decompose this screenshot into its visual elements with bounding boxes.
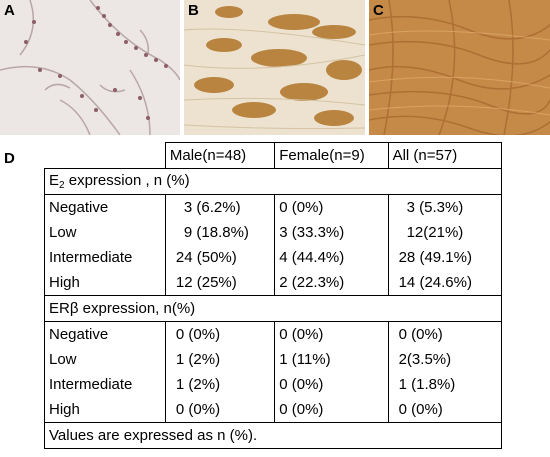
female-value: 3 (33.3%) [274, 220, 389, 245]
panel-a-image [0, 0, 180, 135]
all-value: 2(3.5%) [387, 347, 503, 372]
row-label: Intermediate [44, 372, 166, 397]
table-row: Intermediate 1 (2%) 0 (0%) 1 (1.8%) [44, 372, 503, 397]
male-value: 1 (2%) [164, 347, 276, 372]
header-all: All (n=57) [387, 142, 503, 169]
section-title-row: E2 expression , n (%) [44, 168, 502, 195]
all-value: 3 (5.3%) [387, 194, 503, 220]
table-footnote: Values are expressed as n (%). [44, 422, 502, 449]
male-value: 0 (0%) [164, 397, 276, 423]
panel-d-label: D [4, 150, 15, 167]
histology-panel-b: B [184, 0, 365, 135]
male-value: 24 (50%) [164, 245, 276, 270]
section-title-row: ERβ expression, n(%) [44, 295, 502, 322]
header-female: Female(n=9) [274, 142, 389, 169]
table-row: High 12 (25%) 2 (22.3%) 14 (24.6%) [44, 270, 503, 296]
table-row: Negative 3 (6.2%) 0 (0%) 3 (5.3%) [44, 194, 503, 220]
footnote-row: Values are expressed as n (%). [44, 422, 502, 449]
table-row: Intermediate 24 (50%) 4 (44.4%) 28 (49.1… [44, 245, 503, 270]
female-value: 0 (0%) [274, 397, 389, 423]
table-header-row: Male(n=48) Female(n=9) All (n=57) [44, 142, 503, 169]
table-row: High 0 (0%) 0 (0%) 0 (0%) [44, 397, 503, 423]
panel-a-label: A [4, 2, 15, 19]
row-label: Negative [44, 321, 166, 347]
panel-b-label: B [188, 2, 199, 19]
all-value: 12(21%) [387, 220, 503, 245]
female-value: 0 (0%) [274, 372, 389, 397]
row-label: Low [44, 347, 166, 372]
row-label: High [44, 270, 166, 296]
row-label: Low [44, 220, 166, 245]
female-value: 0 (0%) [274, 194, 389, 220]
header-blank [44, 142, 166, 169]
row-label: Intermediate [44, 245, 166, 270]
panel-b-image [184, 0, 365, 135]
table-row: Low 9 (18.8%) 3 (33.3%) 12(21%) [44, 220, 503, 245]
male-value: 1 (2%) [164, 372, 276, 397]
expression-table: Male(n=48) Female(n=9) All (n=57) E2 exp… [44, 142, 503, 449]
e2-section-title: E2 expression , n (%) [44, 168, 502, 195]
panel-c-label: C [373, 2, 384, 19]
male-value: 3 (6.2%) [164, 194, 276, 220]
female-value: 0 (0%) [274, 321, 389, 347]
table-row: Low 1 (2%) 1 (11%) 2(3.5%) [44, 347, 503, 372]
row-label: Negative [44, 194, 166, 220]
female-value: 1 (11%) [274, 347, 389, 372]
all-value: 0 (0%) [387, 397, 503, 423]
erb-section-title: ERβ expression, n(%) [44, 295, 502, 322]
all-value: 0 (0%) [387, 321, 503, 347]
male-value: 9 (18.8%) [164, 220, 276, 245]
all-value: 14 (24.6%) [387, 270, 503, 296]
header-male: Male(n=48) [164, 142, 276, 169]
male-value: 0 (0%) [164, 321, 276, 347]
histology-panel-c: C [369, 0, 550, 135]
all-value: 1 (1.8%) [387, 372, 503, 397]
row-label: High [44, 397, 166, 423]
table-row: Negative 0 (0%) 0 (0%) 0 (0%) [44, 321, 503, 347]
all-value: 28 (49.1%) [387, 245, 503, 270]
female-value: 4 (44.4%) [274, 245, 389, 270]
female-value: 2 (22.3%) [274, 270, 389, 296]
panel-c-image [369, 0, 550, 135]
male-value: 12 (25%) [164, 270, 276, 296]
histology-panel-a: A [0, 0, 180, 135]
